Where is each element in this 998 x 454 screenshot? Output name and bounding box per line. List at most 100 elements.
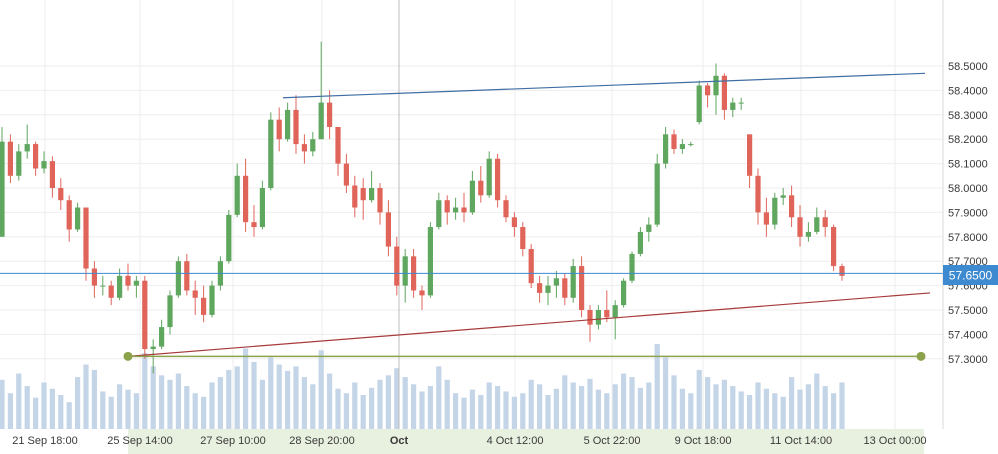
- volume-bar: [158, 375, 165, 429]
- volume-bar: [578, 386, 585, 429]
- candle-body: [494, 158, 501, 201]
- volume-bar: [0, 379, 5, 429]
- time-axis: 21 Sep 18:00 25 Sep 14:00 27 Sep 10:00 28 S…: [12, 435, 926, 447]
- candle-body: [461, 207, 467, 213]
- x-tick-label: 21 Sep 18:00: [12, 435, 77, 447]
- y-tick-label: 58.0000: [948, 183, 988, 195]
- candle-body: [788, 195, 795, 218]
- candle-body: [116, 275, 123, 298]
- candle-body: [814, 217, 820, 232]
- candle-body: [175, 261, 182, 296]
- volume-bar: [133, 393, 140, 429]
- candle-body: [326, 102, 333, 127]
- volume-bar: [284, 370, 291, 429]
- volume-bar: [822, 386, 828, 429]
- candle-body: [637, 231, 644, 254]
- candle-body: [251, 222, 257, 228]
- volume-bar: [444, 379, 450, 429]
- candle-body: [368, 188, 375, 201]
- volume-bar: [780, 396, 786, 429]
- volume-bar: [604, 393, 610, 429]
- volume-bar: [16, 373, 22, 429]
- candle-body: [293, 109, 299, 145]
- y-tick-label: 58.5000: [948, 61, 988, 73]
- y-tick-label: 57.3000: [948, 354, 988, 366]
- candle-body: [259, 188, 266, 228]
- volume-bar: [116, 384, 123, 429]
- candle-body: [91, 268, 98, 286]
- candle-body: [66, 200, 72, 230]
- candle-body: [578, 266, 585, 310]
- volume-bar: [226, 369, 232, 429]
- candle-body: [352, 185, 358, 208]
- candle-body: [49, 161, 56, 188]
- volume-bar: [91, 369, 98, 429]
- volume-bar: [595, 389, 602, 429]
- volume-bar: [679, 388, 686, 429]
- candle-body: [755, 175, 761, 213]
- volume-bar: [797, 389, 803, 429]
- candle-body: [646, 224, 652, 232]
- volume-bar: [242, 348, 249, 429]
- volume-bar: [839, 382, 845, 429]
- volume-bar: [704, 377, 711, 429]
- volume-bar: [326, 373, 333, 429]
- volume-bar: [755, 382, 761, 429]
- volume-bar: [688, 393, 694, 429]
- volume-bar: [662, 357, 669, 429]
- candle-body: [234, 175, 240, 215]
- volume-bar: [200, 396, 207, 429]
- volume-bar: [452, 393, 459, 429]
- candle-body: [595, 310, 602, 325]
- last-price-badge-box: [943, 265, 998, 285]
- candle-body: [830, 227, 837, 267]
- candle-body: [310, 139, 316, 152]
- candle-body: [100, 285, 106, 287]
- volume-bar: [343, 393, 350, 429]
- x-tick-label: 27 Sep 10:00: [200, 435, 265, 447]
- candle-body: [704, 85, 711, 96]
- candle-body: [184, 261, 190, 291]
- candle-body: [587, 310, 593, 325]
- y-tick-label: 58.2000: [948, 134, 988, 146]
- x-tick-label: 4 Oct 12:00: [487, 435, 544, 447]
- volume-bar: [83, 364, 89, 429]
- volume-bar: [184, 386, 190, 429]
- candle-body: [763, 212, 770, 225]
- volume-bar: [368, 387, 375, 429]
- volume-bar: [234, 366, 240, 429]
- volume-bar: [385, 375, 392, 429]
- volume-bar: [494, 386, 501, 429]
- volume-bar: [620, 373, 627, 429]
- candle-body: [503, 200, 509, 218]
- candle-body: [192, 290, 198, 298]
- candle-body: [780, 195, 786, 198]
- volume-bar: [419, 391, 425, 429]
- candle-body: [511, 217, 518, 228]
- drawing-overlays[interactable]: [0, 72, 943, 361]
- candle-body: [200, 297, 207, 315]
- volume-bar: [746, 395, 753, 429]
- candle-body: [0, 141, 5, 237]
- volume-bar: [511, 396, 518, 429]
- volume-bar: [41, 382, 47, 429]
- candle-body: [158, 327, 165, 347]
- volume-bar: [293, 366, 299, 429]
- candle-body: [662, 134, 669, 164]
- price-axis: 57.300057.400057.500057.600057.700057.80…: [948, 61, 988, 366]
- candle-body: [679, 144, 686, 149]
- candle-body: [620, 280, 627, 306]
- x-tick-label: Oct: [390, 435, 409, 447]
- volume-bar: [486, 382, 492, 429]
- candle-body: [385, 212, 392, 247]
- volume-bar: [58, 395, 64, 429]
- volume-bars: [0, 344, 845, 429]
- candle-body: [343, 163, 350, 186]
- volume-bar: [192, 393, 198, 429]
- x-tick-label: 25 Sep 14:00: [107, 435, 172, 447]
- volume-bar: [175, 373, 182, 429]
- candle-body: [696, 85, 702, 123]
- volume-bar: [553, 388, 560, 429]
- volume-bar: [528, 379, 534, 429]
